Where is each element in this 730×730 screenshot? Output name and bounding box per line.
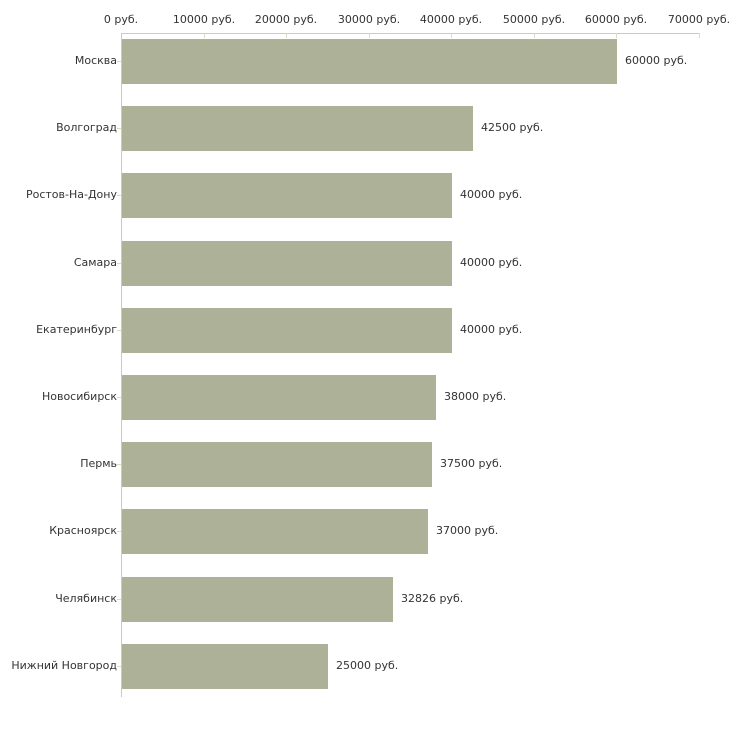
x-axis-tick-mark	[286, 33, 287, 38]
category-label: Красноярск	[49, 524, 117, 537]
x-axis-tick-mark	[534, 33, 535, 38]
value-label: 37500 руб.	[440, 457, 503, 470]
bar	[122, 644, 328, 689]
y-axis-tick-mark	[117, 599, 121, 600]
category-label: Москва	[74, 54, 117, 67]
value-label: 40000 руб.	[460, 323, 523, 336]
x-axis-tick-label: 10000 руб.	[172, 13, 236, 26]
value-label: 42500 руб.	[481, 121, 544, 134]
bar	[122, 241, 452, 286]
y-axis-tick-mark	[117, 263, 121, 264]
bar	[122, 509, 428, 554]
category-label: Ростов-На-Дону	[25, 188, 117, 201]
y-axis-tick-mark	[117, 195, 121, 196]
value-label: 37000 руб.	[436, 524, 499, 537]
category-label: Екатеринбург	[36, 323, 117, 336]
x-axis-tick-mark	[369, 33, 370, 38]
bar	[122, 577, 393, 622]
category-label: Волгоград	[56, 121, 117, 134]
x-axis-line	[121, 33, 699, 34]
value-label: 40000 руб.	[460, 188, 523, 201]
y-axis-tick-mark	[117, 128, 121, 129]
x-axis-tick-label: 40000 руб.	[419, 13, 483, 26]
y-axis-tick-mark	[117, 464, 121, 465]
value-label: 25000 руб.	[336, 659, 399, 672]
x-axis-tick-label: 70000 руб.	[667, 13, 730, 26]
bar	[122, 173, 452, 218]
x-axis-tick-mark	[121, 33, 122, 38]
y-axis-tick-mark	[117, 531, 121, 532]
x-axis-tick-label: 50000 руб.	[502, 13, 566, 26]
x-axis-tick-label: 20000 руб.	[254, 13, 318, 26]
x-axis-tick-label: 0 руб.	[103, 13, 139, 26]
y-axis-line	[121, 33, 122, 697]
x-axis-tick-label: 30000 руб.	[337, 13, 401, 26]
value-label: 38000 руб.	[444, 390, 507, 403]
x-axis-tick-mark	[699, 33, 700, 38]
x-axis-tick-label: 60000 руб.	[584, 13, 648, 26]
y-axis-tick-mark	[117, 397, 121, 398]
y-axis-tick-mark	[117, 330, 121, 331]
value-label: 32826 руб.	[401, 592, 464, 605]
value-label: 60000 руб.	[625, 54, 688, 67]
bar	[122, 106, 473, 151]
value-label: 40000 руб.	[460, 256, 523, 269]
y-axis-tick-mark	[117, 666, 121, 667]
bar	[122, 375, 436, 420]
x-axis-tick-mark	[616, 33, 617, 38]
x-axis-tick-mark	[204, 33, 205, 38]
category-label: Новосибирск	[41, 390, 117, 403]
y-axis-tick-mark	[117, 61, 121, 62]
bar	[122, 442, 432, 487]
category-label: Челябинск	[55, 592, 117, 605]
category-label: Пермь	[80, 457, 117, 470]
bar	[122, 39, 617, 84]
bar	[122, 308, 452, 353]
x-axis-tick-mark	[451, 33, 452, 38]
category-label: Самара	[73, 256, 117, 269]
category-label: Нижний Новгород	[11, 659, 117, 672]
